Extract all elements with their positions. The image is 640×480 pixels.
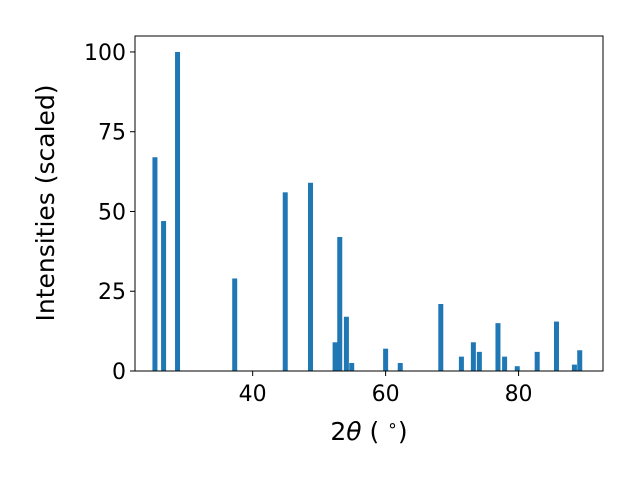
plot-frame: [134, 35, 604, 372]
bar: [308, 182, 313, 371]
bar: [502, 356, 508, 371]
bar: [470, 342, 476, 371]
x-tick-label: 60: [372, 382, 400, 407]
bar: [337, 237, 343, 371]
bar: [397, 363, 403, 371]
bar: [534, 351, 540, 371]
y-tick-label: 75: [98, 121, 126, 146]
x-label-suffix: (: [362, 417, 388, 446]
bar: [343, 316, 349, 371]
x-tick-label: 80: [505, 382, 533, 407]
x-tick-label: 40: [239, 382, 267, 407]
bar: [349, 363, 355, 371]
x-label-prefix: 2: [330, 417, 346, 446]
bar: [458, 356, 464, 371]
bar: [514, 366, 520, 371]
x-axis-label: 2θ ( ∘): [330, 416, 407, 446]
x-label-symbol: θ: [346, 417, 361, 446]
y-tick-label: 50: [98, 200, 126, 225]
bar: [476, 351, 482, 371]
y-axis-label: Intensities (scaled): [31, 84, 60, 321]
y-axis-ticks: 0 25 50 75 100: [84, 41, 135, 385]
bar: [571, 364, 577, 371]
x-label-close: ): [398, 417, 408, 446]
x-axis-ticks: 40 60 80: [239, 371, 533, 407]
bar: [332, 342, 338, 371]
bar: [152, 157, 158, 371]
bar: [282, 192, 288, 371]
bar: [175, 51, 181, 371]
bar: [495, 323, 501, 371]
y-tick-label: 25: [98, 280, 126, 305]
y-tick-label: 0: [112, 360, 126, 385]
y-tick-label: 100: [84, 41, 126, 66]
bar: [161, 221, 167, 371]
bar: [438, 304, 444, 371]
x-label-superscript: ∘: [387, 416, 398, 436]
bar: [383, 348, 389, 371]
bar: [232, 278, 238, 371]
bar: [553, 321, 559, 371]
bar: [577, 350, 583, 371]
bars: [152, 51, 583, 371]
